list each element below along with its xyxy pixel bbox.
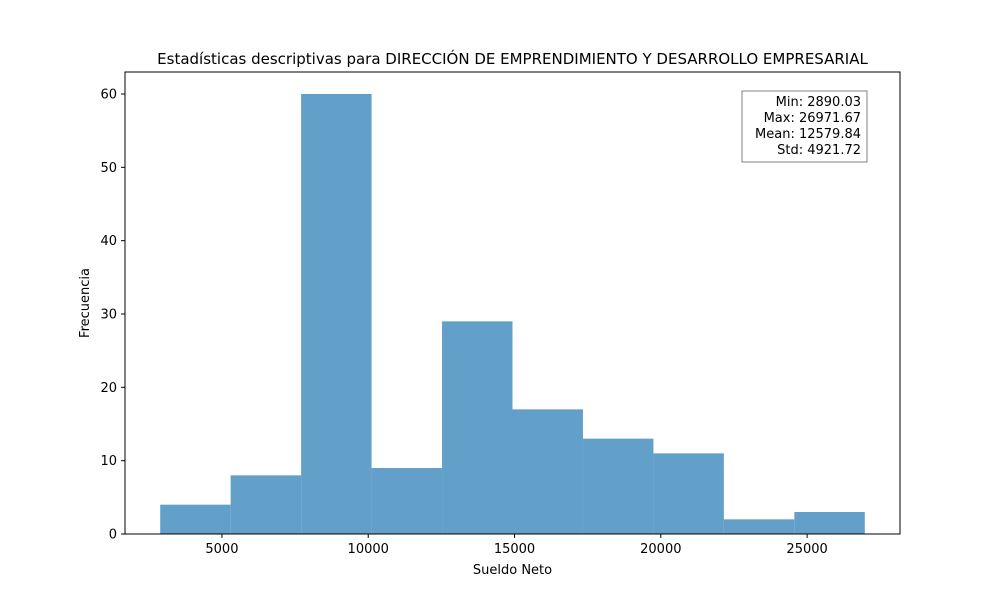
histogram-bar	[230, 475, 302, 534]
histogram-bar	[512, 409, 583, 534]
stats-std: Std: 4921.72	[777, 143, 861, 158]
x-axis-ticks: 5000 10000 15000 20000 25000	[205, 534, 828, 557]
histogram-bar	[723, 519, 795, 534]
histogram-bar	[371, 468, 443, 534]
x-tick-label: 5000	[205, 542, 238, 557]
y-tick-label: 20	[100, 381, 117, 396]
chart-title: Estadísticas descriptivas para DIRECCIÓN…	[157, 49, 868, 68]
stats-box-frame	[741, 90, 868, 163]
x-tick-label: 20000	[640, 542, 681, 557]
histogram-bar	[160, 504, 231, 534]
stats-min: Min: 2890.03	[776, 95, 861, 110]
y-axis-ticks: 0 10 20 30 40 50 60	[100, 88, 125, 543]
bars-layer	[160, 94, 865, 534]
stats-mean: Mean: 12579.84	[755, 127, 861, 142]
x-axis-label: Sueldo Neto	[473, 563, 552, 578]
histogram-bar	[301, 94, 372, 534]
axes-frame	[124, 71, 901, 535]
y-tick-label: 40	[100, 234, 117, 249]
x-tick-label: 15000	[494, 542, 535, 557]
stats-max: Max: 26971.67	[764, 111, 861, 126]
x-tick-label: 25000	[786, 542, 827, 557]
y-tick-label: 60	[100, 88, 117, 103]
histogram-bar	[582, 438, 654, 534]
x-tick-label: 10000	[348, 542, 389, 557]
y-tick-label: 10	[100, 454, 117, 469]
histogram-bar	[794, 512, 865, 534]
y-tick-label: 30	[100, 308, 117, 323]
y-axis-label: Frecuencia	[78, 268, 93, 338]
histogram-bar	[442, 321, 513, 534]
plot-area: 5000 10000 15000 20000 25000 0 10 20 30 40 50 60 M…	[100, 71, 901, 557]
y-tick-label: 0	[109, 528, 117, 543]
y-tick-label: 50	[100, 161, 117, 176]
histogram-bar	[653, 453, 724, 534]
stats-box: Min: 2890.03 Max: 26971.67 Mean: 12579.8…	[741, 90, 868, 163]
